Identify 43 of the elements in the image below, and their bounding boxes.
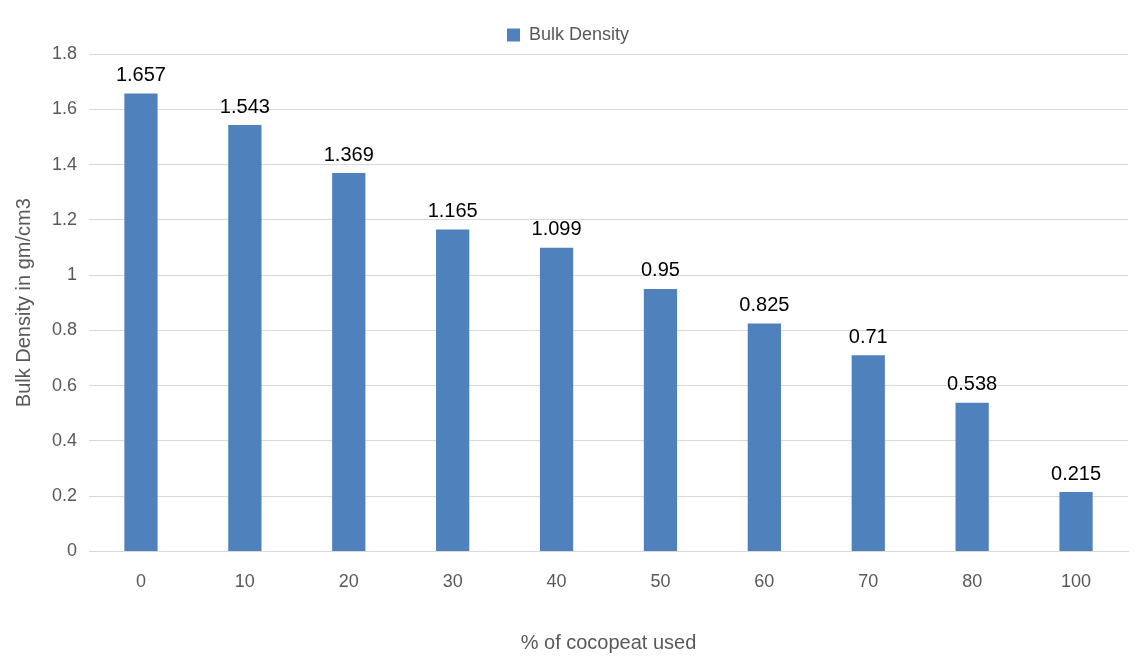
y-tick-label: 0.2	[51, 485, 78, 506]
bar	[228, 125, 262, 551]
data-label: 0.538	[947, 372, 998, 395]
x-tick-label: 70	[858, 571, 879, 592]
y-tick-label: 1	[67, 264, 78, 285]
data-label: 1.099	[531, 217, 582, 240]
y-tick-label: 1.6	[51, 98, 78, 119]
legend-label: Bulk Density	[528, 23, 630, 44]
bar	[124, 93, 158, 551]
x-tick-label: 50	[650, 571, 671, 592]
data-label: 1.369	[323, 142, 374, 165]
y-tick-label: 0.8	[51, 319, 78, 340]
x-tick-label: 100	[1061, 571, 1092, 592]
x-tick-label: 80	[962, 571, 983, 592]
data-label: 0.215	[1051, 461, 1102, 484]
y-tick-label: 1.2	[51, 208, 78, 229]
data-label: 0.825	[739, 292, 790, 315]
y-axis-title: Bulk Density in gm/cm3	[11, 198, 34, 408]
x-tick-label: 0	[135, 571, 146, 592]
bar	[332, 173, 366, 551]
bar	[1059, 491, 1093, 551]
y-tick-label: 0	[67, 540, 78, 561]
x-tick-label: 30	[442, 571, 463, 592]
y-tick-label: 1.4	[51, 153, 78, 174]
data-label: 1.165	[427, 198, 478, 221]
data-label: 0.95	[640, 258, 680, 281]
x-tick-label: 60	[754, 571, 775, 592]
bar	[747, 323, 781, 551]
data-label: 1.657	[115, 63, 166, 86]
bar	[539, 247, 574, 551]
bar	[436, 229, 470, 551]
y-tick-label: 0.4	[51, 429, 78, 450]
bar	[955, 402, 989, 551]
x-tick-label: 20	[338, 571, 359, 592]
x-tick-label: 40	[546, 571, 567, 592]
bar	[643, 288, 678, 551]
y-tick-label: 1.8	[51, 42, 78, 63]
bar	[851, 355, 885, 551]
x-axis-title: % of cocopeat used	[520, 630, 697, 653]
data-label: 1.543	[219, 94, 270, 117]
y-tick-label: 0.6	[51, 374, 78, 395]
data-label: 0.71	[848, 324, 888, 347]
x-tick-label: 10	[234, 571, 255, 592]
